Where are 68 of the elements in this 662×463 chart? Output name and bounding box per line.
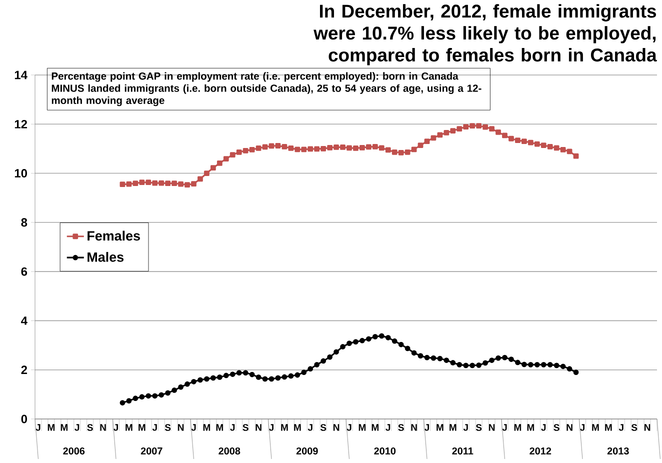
text: 2012 xyxy=(530,447,552,455)
y-tick-label: 10 xyxy=(14,169,27,178)
text: 2010 xyxy=(374,447,396,455)
x-tick-label: M xyxy=(294,424,301,431)
x-tick-label: J xyxy=(191,424,196,431)
x-tick-label: M xyxy=(60,424,68,431)
y-tick-label: 4 xyxy=(21,316,28,325)
x-tick-label: M xyxy=(592,424,599,431)
x-tick-label: J xyxy=(346,424,352,431)
x-tick-label: J xyxy=(580,424,584,431)
x-tick-label: M xyxy=(281,424,288,431)
x-tick-label: S xyxy=(398,424,404,431)
x-tick-label: J xyxy=(386,424,390,431)
y-tick-label: 12 xyxy=(14,120,28,128)
x-tick-label: S xyxy=(554,424,560,431)
x-tick-label: N xyxy=(334,424,340,431)
x-tick-label: N xyxy=(256,424,262,431)
x-tick-label: M xyxy=(203,424,210,431)
x-tick-label: S xyxy=(242,424,248,431)
x-tick-label: M xyxy=(436,424,444,431)
y-tick-label: 14 xyxy=(14,70,28,80)
x-tick-label: M xyxy=(48,424,55,431)
x-tick-label: M xyxy=(216,424,223,431)
x-tick-label: S xyxy=(87,424,93,431)
x-tick-label: N xyxy=(100,424,106,431)
text: 2013 xyxy=(607,447,629,455)
x-tick-label: M xyxy=(138,424,146,431)
x-tick-label: M xyxy=(605,424,612,431)
x-tick-label: J xyxy=(74,424,80,431)
x-tick-label: M xyxy=(514,424,522,431)
y-tick-label: 2 xyxy=(21,366,28,374)
x-tick-label: J xyxy=(463,424,468,431)
legend-label: Females xyxy=(88,230,140,241)
x-tick-label: J xyxy=(114,424,118,431)
x-tick-label: M xyxy=(527,424,534,431)
x-tick-label: S xyxy=(476,424,482,431)
x-tick-label: J xyxy=(618,424,624,431)
x-tick-label: M xyxy=(358,424,366,431)
x-tick-label: J xyxy=(424,424,429,431)
x-tick-label: N xyxy=(644,424,650,431)
x-tick-label: N xyxy=(566,424,572,431)
x-tick-label: S xyxy=(320,424,326,431)
y-tick-label: 0 xyxy=(21,414,27,424)
x-tick-label: J xyxy=(502,424,507,431)
chart-title: In December, 2012, female immigrants were 10.7% less likely to be employed, compared to females born in Canada xyxy=(314,4,657,66)
x-tick-label: N xyxy=(411,424,417,431)
x-tick-label: J xyxy=(152,424,157,431)
text: 2009 xyxy=(296,447,318,455)
x-tick-label: S xyxy=(164,424,171,431)
x-tick-label: M xyxy=(450,424,456,431)
x-tick-label: S xyxy=(631,424,638,431)
y-tick-label: 8 xyxy=(21,218,28,227)
x-tick-label: J xyxy=(308,424,312,431)
y-tick-label: 6 xyxy=(21,267,28,276)
x-tick-label: J xyxy=(541,424,546,431)
text: 2006 xyxy=(63,447,85,455)
x-tick-label: M xyxy=(126,424,132,431)
text: 2008 xyxy=(218,447,240,455)
x-tick-label: J xyxy=(36,424,40,431)
x-tick-label: M xyxy=(372,424,378,431)
annotation: Percentage point GAP in employment rate (i.e. percent employed): born in Canada MINUS landed immigrants (i.e. born outside Canada), 25 to 54 years of age, using a 12-month moving average xyxy=(52,72,482,106)
text: 2007 xyxy=(140,447,162,455)
x-tick-label: J xyxy=(230,424,235,431)
x-tick-label: J xyxy=(269,424,274,431)
legend-label: Males xyxy=(88,252,124,262)
x-tick-label: N xyxy=(178,424,184,431)
text: 2011 xyxy=(452,447,474,455)
x-tick-label: N xyxy=(489,424,495,431)
